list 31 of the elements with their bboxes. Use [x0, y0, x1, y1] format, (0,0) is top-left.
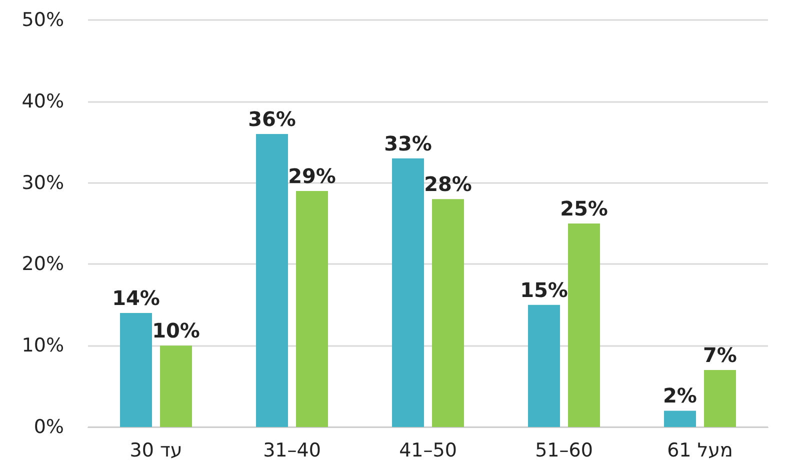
data-label: 14% [112, 286, 160, 310]
bar [664, 410, 696, 427]
bar [296, 190, 328, 427]
x-tick-label: עד 30 [130, 440, 182, 462]
x-tick-label: 31–40 [263, 440, 321, 462]
bar [704, 370, 736, 427]
x-tick-label: מעל 61 [667, 440, 733, 462]
bar [568, 224, 600, 427]
y-tick-label: 50% [22, 9, 64, 31]
bar [432, 199, 464, 427]
data-label: 36% [248, 106, 296, 131]
bar [120, 313, 152, 427]
data-label: 15% [520, 278, 568, 302]
data-label: 25% [560, 196, 608, 220]
bar [160, 346, 192, 427]
bar [392, 158, 424, 427]
data-label: 33% [384, 131, 432, 156]
bar [256, 134, 288, 427]
y-tick-label: 20% [22, 253, 64, 276]
data-label: 29% [288, 164, 336, 188]
data-label: 28% [424, 172, 472, 196]
y-tick-label: 30% [22, 172, 64, 194]
y-tick-label: 0% [34, 416, 64, 438]
data-label: 10% [152, 318, 200, 343]
y-tick-label: 10% [22, 334, 64, 357]
x-tick-label: 41–50 [399, 440, 457, 462]
data-label: 7% [703, 343, 737, 368]
bar [528, 304, 560, 427]
y-tick-label: 40% [22, 90, 64, 112]
data-label: 2% [663, 384, 697, 408]
x-tick-label: 51–60 [535, 440, 593, 462]
